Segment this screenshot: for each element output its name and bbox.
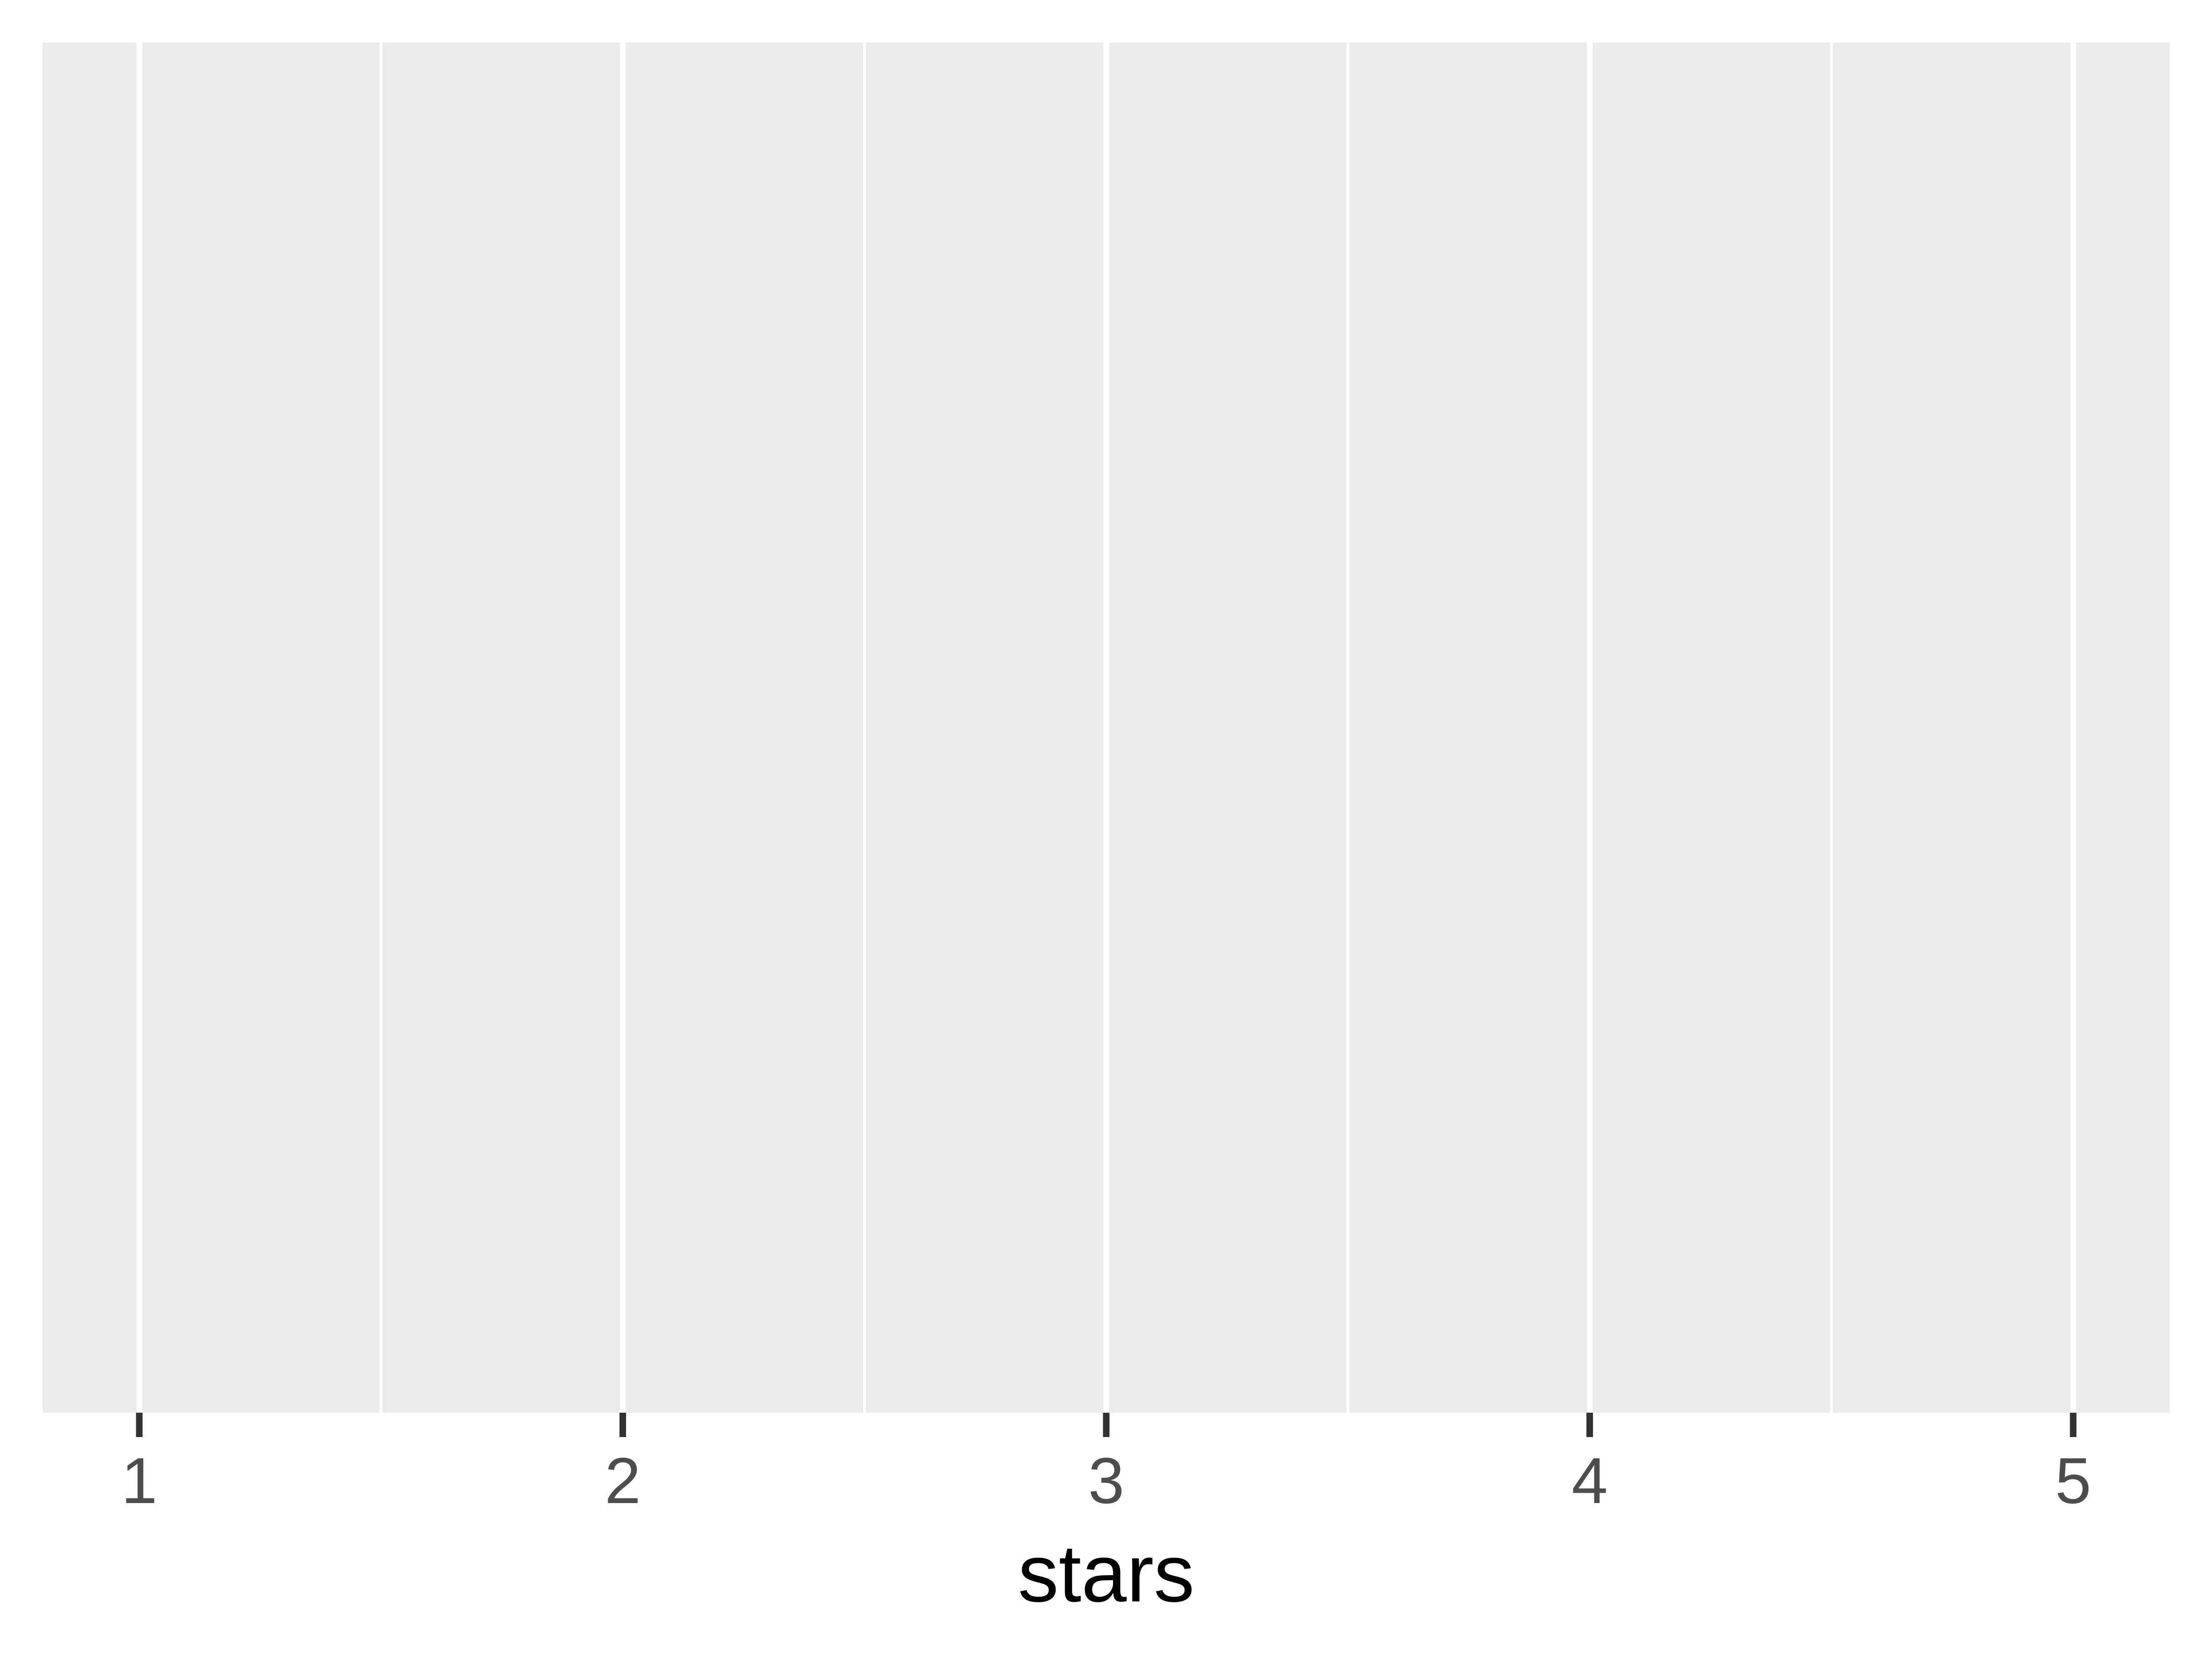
- x-axis-tick-label: 5: [2055, 1445, 2091, 1517]
- x-axis-tick-label: 2: [605, 1445, 641, 1517]
- x-axis-title: stars: [1018, 1527, 1194, 1619]
- x-axis-tick-label: 4: [1571, 1445, 1607, 1517]
- x-axis-tick-label: 1: [121, 1445, 157, 1517]
- x-axis-tick-labels: 1 2 3 4 5: [121, 1445, 2091, 1517]
- major-gridlines: [136, 43, 2076, 1413]
- minor-gridlines: [379, 43, 1833, 1413]
- x-axis-tick-label: 3: [1088, 1445, 1124, 1517]
- x-axis-ticks: [136, 1413, 2077, 1437]
